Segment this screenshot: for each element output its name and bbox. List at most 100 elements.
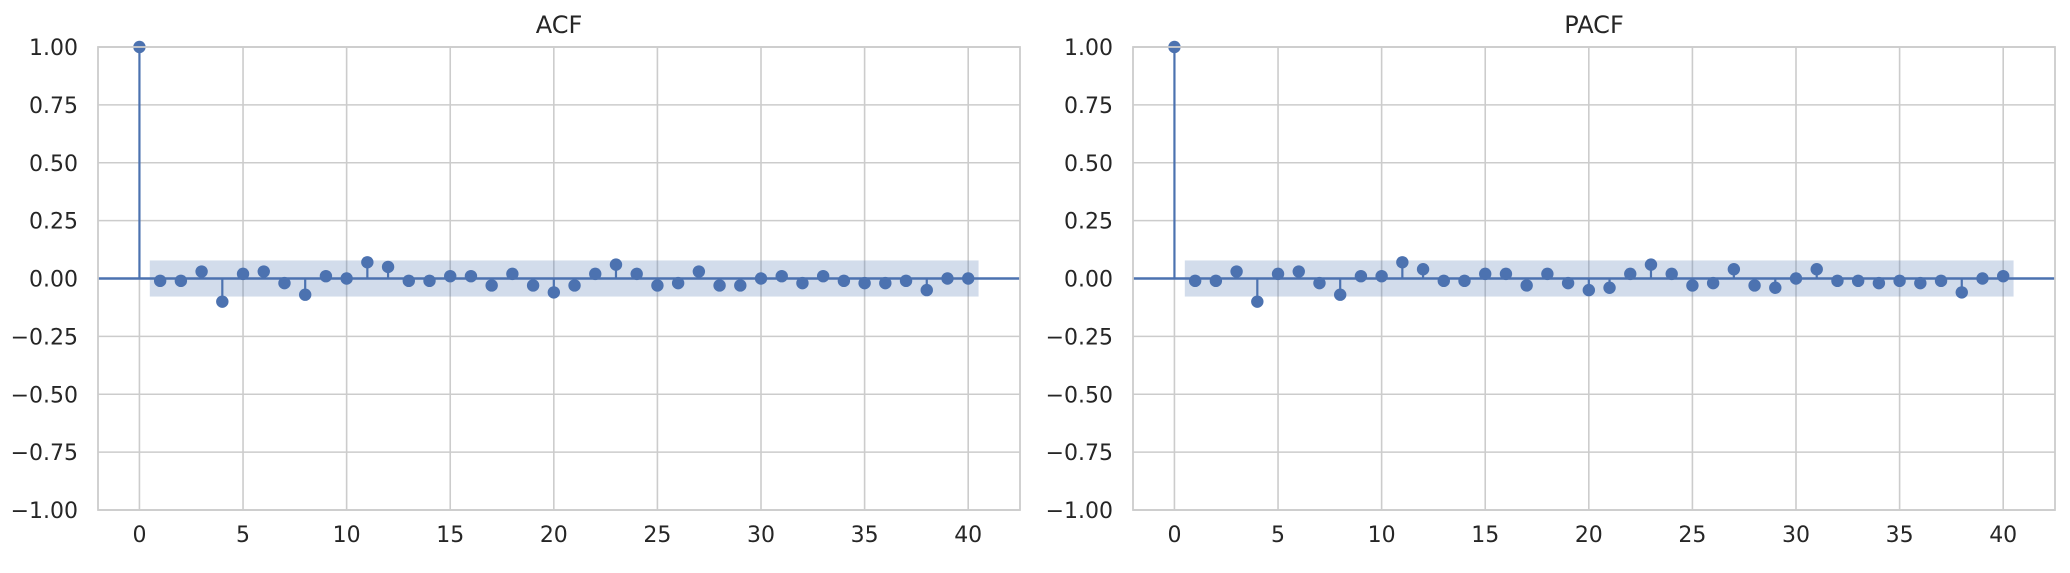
acf-point bbox=[879, 276, 892, 290]
pacf-point bbox=[1624, 267, 1637, 281]
pacf-point bbox=[1313, 276, 1326, 290]
acf-point bbox=[713, 279, 726, 292]
pacf-chart: 0 5 10 15 20 25 30 35 40 1.00 0.75 0.50 0.25 0.00 −0.2… bbox=[1046, 11, 2056, 548]
acf-y-tick-label: 0.25 bbox=[29, 210, 78, 235]
pacf-point bbox=[1706, 276, 1720, 290]
pacf-point bbox=[1479, 267, 1492, 281]
pacf-point bbox=[1582, 283, 1596, 297]
acf-point bbox=[361, 256, 374, 269]
acf-point bbox=[547, 286, 561, 299]
pacf-point bbox=[1914, 276, 1927, 290]
pacf-point bbox=[1686, 279, 1699, 292]
pacf-point bbox=[1997, 269, 2010, 283]
pacf-title: PACF bbox=[1564, 11, 1624, 39]
acf-point bbox=[609, 258, 623, 271]
pacf-point bbox=[1955, 286, 1968, 299]
pacf-y-tick-label: 0.25 bbox=[1064, 210, 1113, 235]
acf-point bbox=[671, 276, 685, 290]
acf-point bbox=[754, 272, 768, 285]
acf-point bbox=[216, 295, 229, 308]
pacf-point bbox=[1851, 274, 1865, 288]
pacf-y-tick-label: 0.75 bbox=[1064, 94, 1113, 119]
acf-point bbox=[257, 265, 270, 278]
acf-point bbox=[319, 269, 333, 283]
pacf-y-tick-label: 0.50 bbox=[1064, 152, 1113, 177]
acf-point bbox=[174, 274, 188, 288]
acf-y-tick-label: 0.00 bbox=[29, 268, 78, 293]
acf-point bbox=[816, 269, 830, 283]
acf-point bbox=[920, 283, 933, 297]
pacf-point bbox=[1644, 258, 1658, 271]
pacf-x-tick-label: 5 bbox=[1271, 523, 1285, 548]
acf-point bbox=[444, 269, 457, 283]
pacf-y-tick-label: −0.50 bbox=[1046, 383, 1113, 408]
pacf-point bbox=[1748, 279, 1761, 292]
acf-point bbox=[526, 279, 540, 292]
pacf-point bbox=[1520, 279, 1533, 292]
acf-point bbox=[464, 269, 478, 283]
acf-point bbox=[298, 288, 312, 301]
pacf-point bbox=[1561, 276, 1575, 290]
acf-x-tick-label: 40 bbox=[954, 523, 982, 548]
acf-x-tick-label: 35 bbox=[851, 523, 879, 548]
pacf-point bbox=[1209, 274, 1223, 288]
pacf-point bbox=[1603, 281, 1616, 294]
pacf-point bbox=[1499, 267, 1513, 281]
pacf-point bbox=[1271, 267, 1285, 281]
acf-point bbox=[692, 265, 706, 278]
pacf-point bbox=[1458, 274, 1471, 288]
acf-axes-frame bbox=[97, 46, 1021, 511]
acf-point bbox=[589, 267, 602, 281]
pacf-y-tick-label: −0.75 bbox=[1046, 441, 1113, 466]
acf-point bbox=[630, 267, 643, 281]
pacf-x-tick-label: 10 bbox=[1368, 523, 1396, 548]
pacf-point bbox=[1934, 274, 1948, 288]
acf-x-tick-label: 5 bbox=[236, 523, 250, 548]
acf-y-tick-label: −0.75 bbox=[11, 441, 78, 466]
pacf-point bbox=[1437, 274, 1450, 288]
acf-point bbox=[278, 276, 291, 290]
pacf-point bbox=[1872, 276, 1886, 290]
acf-y-tick-label: −1.00 bbox=[11, 499, 78, 524]
acf-chart: 0 5 10 15 20 25 30 35 40 1.00 0.75 0.50 0.25 0.00 −0.2… bbox=[11, 11, 1021, 548]
acf-point bbox=[485, 279, 498, 292]
acf-point bbox=[153, 274, 167, 288]
acf-x-tick-label: 15 bbox=[436, 523, 464, 548]
pacf-point bbox=[1333, 288, 1347, 301]
acf-x-tick-label: 0 bbox=[132, 523, 146, 548]
acf-y-tick-label: −0.50 bbox=[11, 383, 78, 408]
acf-x-tick-label: 30 bbox=[747, 523, 775, 548]
acf-x-tick-label: 20 bbox=[540, 523, 568, 548]
pacf-point bbox=[1416, 263, 1430, 276]
acf-y-tick-label: 1.00 bbox=[29, 36, 78, 61]
acf-point bbox=[775, 269, 788, 283]
pacf-point bbox=[1251, 295, 1264, 308]
pacf-x-tick-label: 25 bbox=[1678, 523, 1706, 548]
pacf-point bbox=[1541, 267, 1554, 281]
pacf-point bbox=[1976, 272, 1989, 285]
pacf-y-tick-label: −0.25 bbox=[1046, 325, 1113, 350]
pacf-point bbox=[1893, 274, 1906, 288]
acf-point bbox=[651, 279, 664, 292]
acf-title: ACF bbox=[536, 11, 583, 39]
acf-point bbox=[858, 276, 871, 290]
pacf-point bbox=[1789, 272, 1803, 285]
acf-point bbox=[796, 276, 809, 290]
pacf-x-tick-label: 15 bbox=[1471, 523, 1499, 548]
acf-y-tick-label: 0.50 bbox=[29, 152, 78, 177]
pacf-point bbox=[1769, 281, 1782, 294]
pacf-axes-frame bbox=[1132, 46, 2056, 511]
pacf-y-tick-label: −1.00 bbox=[1046, 499, 1113, 524]
pacf-point bbox=[1354, 269, 1368, 283]
pacf-point bbox=[1292, 265, 1305, 278]
pacf-y-tick-label: 0.00 bbox=[1064, 268, 1113, 293]
pacf-point bbox=[1831, 274, 1844, 288]
acf-point bbox=[195, 265, 208, 278]
acf-point bbox=[941, 272, 954, 285]
pacf-y-tick-label: 1.00 bbox=[1064, 36, 1113, 61]
pacf-point bbox=[1810, 263, 1823, 276]
acf-point bbox=[402, 274, 415, 288]
acf-point bbox=[962, 272, 975, 285]
